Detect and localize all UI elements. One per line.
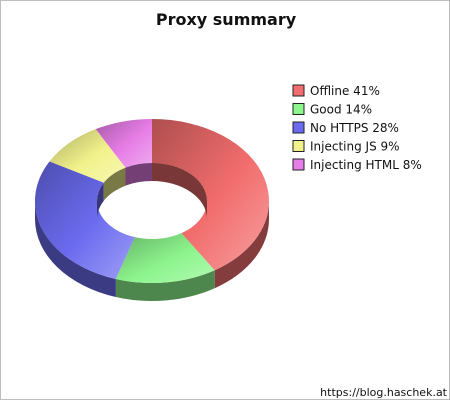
slice-no-https xyxy=(34,161,135,279)
legend-label-offline: Offline 41% xyxy=(310,84,380,98)
legend-label-good: Good 14% xyxy=(310,103,372,117)
pie-side-walls xyxy=(34,201,269,301)
slice-side-no-https xyxy=(34,201,116,297)
legend-label-injecting-js: Injecting JS 9% xyxy=(310,140,400,154)
chart-title: Proxy summary xyxy=(156,10,297,29)
legend-swatch-injecting-js xyxy=(292,140,305,152)
slice-side-offline xyxy=(214,201,269,289)
legend-label-injecting-html: Injecting HTML 8% xyxy=(310,158,422,172)
slice-inner-wall-injecting-html-b xyxy=(125,163,152,186)
legend-swatch-no-https xyxy=(292,121,305,134)
legend-swatch-offline xyxy=(292,84,305,97)
slice-side-good xyxy=(115,270,215,301)
slice-inner-wall-offline xyxy=(152,163,207,219)
legend: Offline 41% Good 14% No HTTPS 28% Injecting… xyxy=(292,84,422,172)
slice-inner-wall-injecting-js-b xyxy=(103,167,126,201)
credit-text: https://blog.haschek.at xyxy=(320,386,448,399)
legend-swatch-good xyxy=(292,103,305,115)
slice-injecting-js xyxy=(49,129,126,183)
slice-good xyxy=(115,233,215,283)
legend-swatch-injecting-html xyxy=(292,158,305,171)
slice-inner-wall-no-https-b xyxy=(96,182,104,219)
slice-offline xyxy=(152,119,269,271)
legend-label-no-https: No HTTPS 28% xyxy=(310,121,399,135)
pie-top-faces xyxy=(34,119,269,283)
slice-injecting-html xyxy=(95,119,152,168)
